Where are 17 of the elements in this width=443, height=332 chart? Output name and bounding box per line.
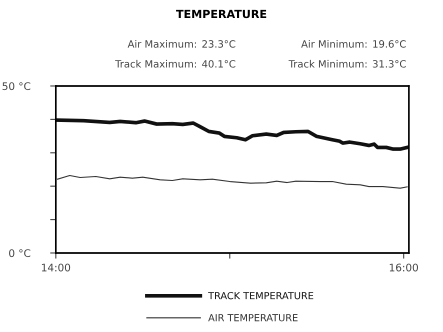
line-series [57, 174, 408, 189]
x-tick-label: 14:00 [42, 264, 70, 272]
text: AIR TEMPERATURE [208, 314, 298, 322]
x-tick-label: 16:00 [390, 264, 418, 272]
text: 40.1°C [202, 60, 236, 68]
text: TRACK TEMPERATURE [208, 292, 314, 300]
line-series [56, 118, 409, 151]
chart-title: TEMPERATURE [176, 10, 266, 18]
text: Air Minimum: [301, 40, 367, 48]
text: 19.6°C [373, 40, 406, 48]
y-tick-label: 50 °C [2, 82, 30, 90]
y-tick-label: 0 °C [9, 249, 30, 258]
text: Track Maximum: [115, 60, 196, 68]
text: Air Maximum: [128, 40, 196, 48]
text: 31.3°C [372, 60, 406, 68]
text: Track Minimum: [288, 60, 367, 68]
text: 23.3°C [202, 40, 236, 48]
